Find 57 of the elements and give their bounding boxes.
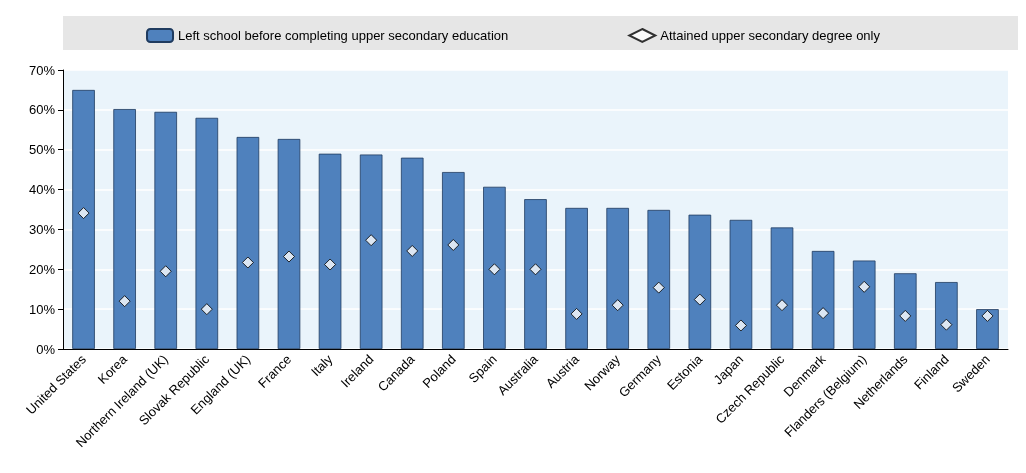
- point: [570, 307, 583, 320]
- point: [981, 309, 994, 322]
- x-tick-label: Italy: [307, 351, 336, 380]
- bar: [483, 186, 506, 349]
- bar: [318, 153, 342, 349]
- point: [200, 303, 213, 316]
- bar: [113, 109, 136, 349]
- bar: [893, 273, 917, 349]
- bar: [976, 309, 999, 349]
- point: [776, 299, 789, 312]
- bar: [606, 207, 629, 349]
- y-tick-label: 70%: [28, 62, 56, 78]
- bar: [852, 260, 876, 349]
- y-tick-label: 50%: [28, 142, 56, 158]
- bar: [729, 219, 753, 349]
- point: [899, 309, 912, 322]
- y-tick-label: 10%: [28, 301, 56, 317]
- bar: [770, 227, 794, 349]
- point: [817, 307, 830, 320]
- bar: [442, 172, 465, 349]
- bar: [688, 214, 712, 349]
- point: [447, 238, 460, 251]
- bar: [811, 250, 835, 349]
- point: [365, 234, 378, 247]
- point: [77, 207, 90, 220]
- bar: [154, 111, 178, 349]
- bar: [236, 136, 260, 349]
- point: [488, 263, 501, 276]
- point: [159, 265, 172, 278]
- point: [693, 293, 706, 306]
- bar: [277, 138, 301, 349]
- y-tick-label: 30%: [28, 221, 56, 237]
- bar: [935, 282, 958, 349]
- point: [324, 258, 337, 271]
- point: [529, 263, 542, 276]
- legend-label: Attained upper secondary degree only: [660, 28, 881, 43]
- point: [282, 250, 295, 263]
- point: [406, 244, 419, 257]
- bar: [565, 207, 588, 349]
- bar: [400, 157, 424, 349]
- bar: [72, 89, 95, 349]
- point: [940, 318, 953, 331]
- point: [734, 319, 747, 332]
- legend-label: Left school before completing upper secondary education: [178, 28, 509, 43]
- point: [118, 295, 131, 308]
- bar: [647, 209, 671, 349]
- bar: [524, 199, 547, 349]
- point: [652, 281, 665, 294]
- point: [858, 280, 871, 293]
- y-tick-label: 20%: [28, 261, 56, 277]
- bar: [195, 117, 219, 349]
- point: [611, 299, 624, 312]
- y-tick-label: 60%: [28, 102, 56, 118]
- bar: [359, 154, 383, 349]
- point: [241, 256, 254, 269]
- y-tick-label: 40%: [28, 182, 56, 198]
- y-tick-label: 0%: [36, 341, 56, 357]
